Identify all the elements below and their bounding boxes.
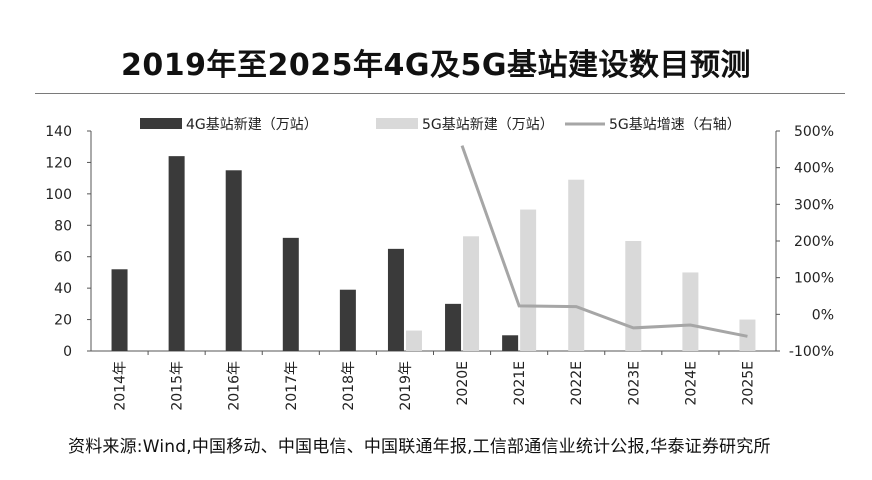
- x-tick-label: 2017年: [284, 361, 300, 411]
- title-divider: [35, 93, 845, 94]
- right-tick-label: 400%: [794, 161, 834, 177]
- bar-4g: [282, 237, 299, 351]
- legend-swatch-5g: [376, 118, 418, 129]
- right-tick-label: 0%: [812, 307, 834, 323]
- bar-4g: [168, 156, 185, 351]
- left-tick-label: 0: [63, 344, 72, 360]
- right-tick-label: 300%: [794, 197, 834, 213]
- bar-4g: [111, 269, 128, 351]
- x-tick-label: 2018年: [341, 361, 357, 411]
- right-tick-label: 500%: [794, 124, 834, 140]
- left-tick-label: 60: [54, 250, 72, 266]
- right-tick-label: -100%: [789, 344, 834, 360]
- x-tick-label: 2016年: [227, 361, 243, 411]
- x-tick-label: 2025E: [740, 361, 756, 405]
- left-tick-label: 140: [45, 124, 72, 140]
- bar-5g: [568, 179, 585, 351]
- x-tick-label: 2015年: [170, 361, 186, 411]
- bar-5g: [520, 209, 537, 351]
- left-tick-label: 80: [54, 218, 72, 234]
- chart-title: 2019年至2025年4G及5G基站建设数目预测: [121, 48, 751, 83]
- legend-label-5g: 5G基站新建（万站）: [422, 116, 554, 133]
- right-tick-label: 100%: [794, 271, 834, 287]
- bar-4g: [502, 335, 519, 351]
- bar-4g: [387, 248, 404, 351]
- left-tick-label: 120: [45, 155, 72, 171]
- line-5g-growth: [460, 145, 748, 338]
- left-tick-label: 20: [54, 313, 72, 329]
- bar-4g: [339, 289, 356, 351]
- legend-label-4g: 4G基站新建（万站）: [186, 116, 318, 133]
- legend-swatch-4g: [140, 118, 182, 129]
- x-tick-label: 2024E: [683, 361, 699, 405]
- x-tick-label: 2020E: [455, 361, 471, 405]
- left-tick-label: 40: [54, 281, 72, 297]
- bar-5g: [625, 241, 642, 351]
- source-note: 资料来源:Wind,中国移动、中国电信、中国联通年报,工信部通信业统计公报,华泰…: [68, 437, 771, 457]
- x-tick-label: 2019年: [398, 361, 414, 411]
- legend-label-growth: 5G基站增速（右轴）: [609, 116, 741, 133]
- x-tick-label: 2014年: [113, 361, 129, 411]
- bar-4g: [445, 303, 462, 351]
- bar-4g: [225, 170, 242, 351]
- bar-5g: [405, 330, 422, 351]
- bar-5g: [463, 236, 480, 351]
- left-tick-label: 100: [45, 187, 72, 203]
- x-tick-label: 2022E: [569, 361, 585, 405]
- bar-5g: [682, 272, 699, 351]
- x-tick-label: 2023E: [626, 361, 642, 405]
- x-tick-label: 2021E: [512, 361, 528, 405]
- right-tick-label: 200%: [794, 234, 834, 250]
